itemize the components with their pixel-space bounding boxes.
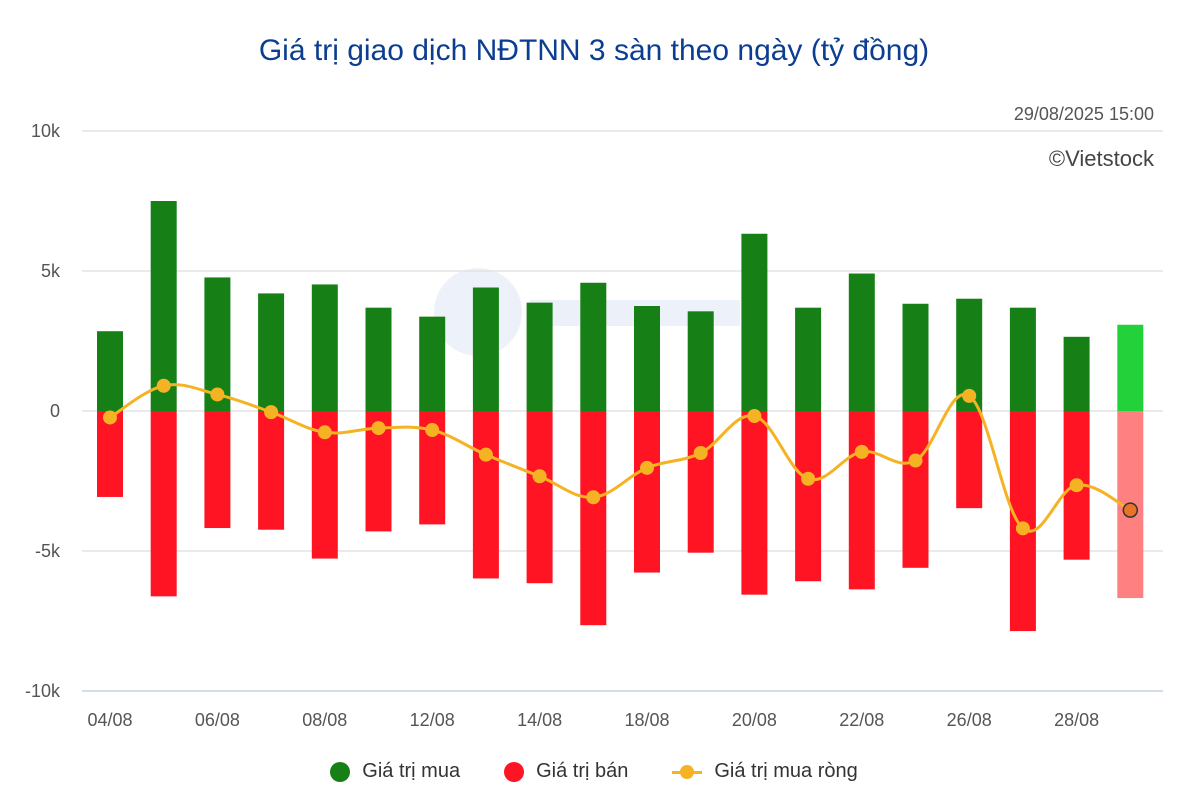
legend-sell-marker-icon: [504, 761, 525, 782]
buy-bar[interactable]: [311, 284, 338, 411]
net-point[interactable]: [693, 446, 708, 460]
y-tick-label: 0: [50, 401, 60, 421]
sell-bar[interactable]: [204, 411, 231, 529]
net-point[interactable]: [156, 378, 171, 393]
x-tick-label: 12/08: [410, 710, 455, 730]
legend-item-sell[interactable]: Giá trị bán: [504, 760, 628, 783]
sell-bar[interactable]: [687, 411, 714, 553]
legend-net-label: Giá trị mua ròng: [714, 760, 858, 782]
sell-bar[interactable]: [150, 411, 177, 597]
sell-bar[interactable]: [1009, 411, 1036, 632]
net-point[interactable]: [478, 447, 493, 462]
sell-bar[interactable]: [634, 411, 660, 573]
x-tick-label: 06/08: [195, 710, 240, 730]
net-point[interactable]: [908, 453, 923, 468]
chart-canvas: 10k 5k 0 -5k -10k 04/08 06/08 08/08 12/08 14/08 1…: [25, 121, 1163, 730]
sell-bar[interactable]: [741, 411, 768, 595]
bars-group: [97, 201, 1144, 632]
legend-item-net[interactable]: Giá trị mua ròng: [672, 760, 858, 783]
net-point[interactable]: [1015, 521, 1030, 536]
net-point[interactable]: [747, 409, 762, 424]
sell-bar[interactable]: [472, 411, 499, 579]
net-point[interactable]: [801, 471, 816, 486]
x-tick-label: 18/08: [624, 710, 669, 730]
buy-bar[interactable]: [365, 307, 392, 411]
buy-bar[interactable]: [848, 273, 875, 411]
buy-bar[interactable]: [1063, 336, 1090, 411]
net-point[interactable]: [1069, 478, 1084, 493]
y-tick-label: -10k: [25, 681, 61, 701]
legend-buy-marker-icon: [330, 761, 351, 782]
buy-bar[interactable]: [419, 316, 446, 411]
buy-bar[interactable]: [258, 293, 285, 411]
x-tick-label: 04/08: [87, 710, 132, 730]
legend-item-buy[interactable]: Giá trị mua: [330, 760, 460, 783]
x-tick-label: 08/08: [302, 710, 347, 730]
x-tick-label: 22/08: [839, 710, 884, 730]
sell-bar[interactable]: [848, 411, 875, 590]
net-point[interactable]: [264, 405, 279, 420]
buy-bar[interactable]: [1009, 307, 1036, 411]
sell-bar[interactable]: [956, 411, 983, 509]
sell-bar[interactable]: [580, 411, 607, 626]
sell-bar[interactable]: [795, 411, 822, 582]
legend-net-marker-icon: [672, 762, 703, 782]
buy-bar[interactable]: [634, 306, 660, 411]
legend-buy-label: Giá trị mua: [362, 760, 461, 782]
sell-bar[interactable]: [526, 411, 553, 584]
net-point[interactable]: [586, 490, 601, 505]
x-tick-label: 20/08: [732, 710, 777, 730]
x-tick-label: 14/08: [517, 710, 562, 730]
y-tick-label: -5k: [35, 541, 61, 561]
gridlines: [82, 130, 1163, 692]
net-line-group: [103, 378, 1139, 536]
sell-bar[interactable]: [902, 411, 929, 568]
net-line: [109, 383, 1132, 533]
legend-sell-label: Giá trị bán: [536, 760, 629, 782]
y-axis-ticks: 10k 5k 0 -5k -10k: [25, 121, 61, 701]
net-point[interactable]: [317, 425, 332, 440]
buy-bar[interactable]: [580, 282, 607, 411]
buy-bar[interactable]: [902, 303, 929, 411]
copyright-label: ©Vietstock: [1048, 146, 1154, 171]
buy-bar[interactable]: [150, 201, 177, 411]
net-point[interactable]: [640, 460, 654, 475]
buy-bar[interactable]: [741, 233, 768, 411]
chart-timestamp: 29/08/2025 15:00: [1013, 104, 1154, 124]
net-point[interactable]: [210, 387, 225, 402]
net-point[interactable]: [962, 388, 977, 403]
x-tick-label: 28/08: [1054, 710, 1099, 730]
y-tick-label: 10k: [31, 121, 61, 141]
y-tick-label: 5k: [41, 261, 61, 281]
sell-bar[interactable]: [97, 411, 123, 497]
sell-bar[interactable]: [258, 411, 285, 530]
buy-bar[interactable]: [795, 307, 822, 411]
net-point[interactable]: [1122, 502, 1139, 518]
net-point[interactable]: [854, 444, 869, 459]
x-tick-label: 26/08: [947, 710, 992, 730]
legend: Giá trị mua Giá trị bán Giá trị mua ròng: [0, 760, 1188, 783]
buy-bar[interactable]: [526, 302, 553, 411]
net-point[interactable]: [371, 421, 386, 436]
buy-bar[interactable]: [472, 287, 499, 411]
net-point[interactable]: [532, 469, 547, 484]
net-point[interactable]: [425, 423, 440, 438]
chart-title: Giá trị giao dịch NĐTNN 3 sàn theo ngày …: [258, 34, 930, 67]
buy-bar[interactable]: [687, 311, 714, 411]
net-point[interactable]: [103, 410, 117, 425]
buy-bar[interactable]: [97, 331, 123, 411]
x-axis-ticks: 04/08 06/08 08/08 12/08 14/08 18/08 20/08 22/08…: [82, 690, 1163, 730]
buy-bar[interactable]: [1117, 324, 1144, 411]
